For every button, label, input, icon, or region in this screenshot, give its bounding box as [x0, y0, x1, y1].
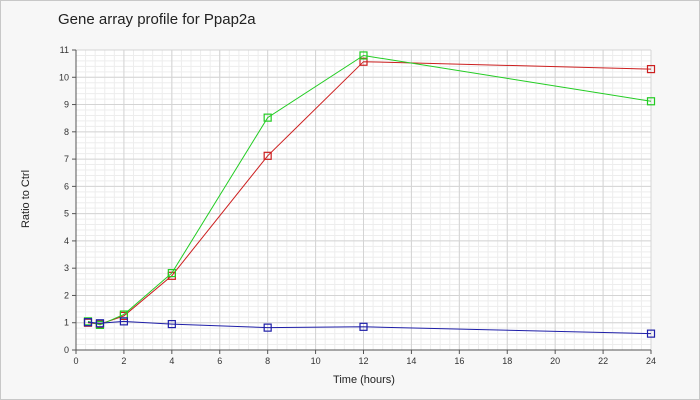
series-1-marker [359, 57, 368, 66]
series-1-line [87, 61, 652, 325]
series-2-marker [167, 268, 176, 278]
y-tick-label: 1 [64, 318, 69, 328]
x-tick-label: 4 [169, 356, 174, 366]
y-tick-label: 11 [60, 45, 69, 55]
y-tick-label: 7 [64, 154, 69, 164]
x-tick-label: 2 [121, 356, 126, 366]
series-2-line [87, 54, 652, 326]
y-tick-label: 6 [64, 181, 69, 191]
y-tick-label: 4 [64, 236, 69, 246]
y-tick-label: 0 [64, 345, 69, 355]
x-tick-label: 20 [550, 356, 560, 366]
series-3-marker [167, 319, 176, 329]
y-tick-label: 5 [64, 209, 69, 219]
y-tick-label: 2 [64, 290, 69, 300]
series-2-marker [646, 97, 656, 106]
series-2-marker [263, 113, 272, 122]
x-tick-label: 0 [73, 356, 78, 366]
series-1-marker [263, 151, 272, 160]
series-3-marker [95, 319, 105, 328]
series-3-marker [263, 323, 272, 332]
series-3-marker [359, 322, 368, 331]
y-tick-label: 10 [59, 72, 69, 82]
x-tick-label: 18 [502, 356, 512, 366]
series-3-marker [83, 318, 93, 327]
y-tick-label: 3 [64, 263, 69, 273]
series-1-marker [646, 64, 656, 74]
x-tick-label: 22 [598, 356, 608, 366]
y-tick-label: 8 [64, 127, 69, 137]
series-3-line [87, 320, 652, 335]
x-tick-label: 16 [454, 356, 464, 366]
x-tick-label: 6 [217, 356, 222, 366]
chart-title: Gene array profile for Ppap2a [58, 11, 256, 28]
series-3-marker [646, 329, 656, 338]
x-tick-label: 24 [646, 356, 656, 366]
x-tick-label: 14 [406, 356, 416, 366]
y-tick-label: 9 [64, 100, 69, 110]
x-tick-label: 10 [311, 356, 321, 366]
x-tick-label: 8 [265, 356, 270, 366]
x-axis-label: Time (hours) [333, 374, 395, 386]
x-tick-label: 12 [358, 356, 368, 366]
series-2-marker [359, 51, 368, 60]
series-3-marker [119, 317, 129, 326]
